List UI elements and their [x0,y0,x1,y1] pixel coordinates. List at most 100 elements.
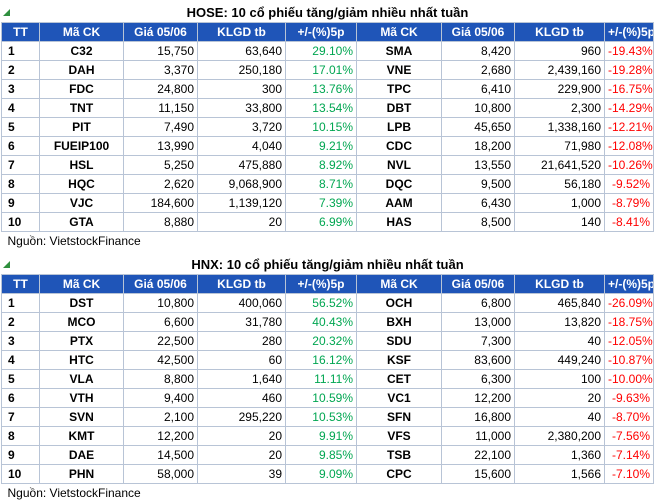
gain-price-cell: 10,800 [124,294,198,313]
rank-cell: 7 [2,156,40,175]
loss-price-cell: 6,410 [442,80,515,99]
loss-price-cell: 83,600 [442,351,515,370]
rank-cell: 6 [2,389,40,408]
gain-volume-cell: 63,640 [198,42,286,61]
loss-code-cell: HAS [357,213,442,232]
rank-cell: 3 [2,332,40,351]
hnx-title: HNX: 10 cổ phiếu tăng/giảm nhiều nhất tu… [0,256,655,274]
loss-price-cell: 10,800 [442,99,515,118]
corner-triangle-icon [3,9,10,16]
gain-pct-cell: 13.76% [286,80,357,99]
gain-pct-cell: 7.39% [286,194,357,213]
loss-volume-cell: 229,900 [515,80,605,99]
loss-price-cell: 12,200 [442,389,515,408]
gain-code-cell: PIT [40,118,124,137]
loss-code-cell: VFS [357,427,442,446]
loss-price-cell: 8,420 [442,42,515,61]
gain-volume-cell: 9,068,900 [198,175,286,194]
rank-cell: 9 [2,446,40,465]
hose-title: HOSE: 10 cổ phiếu tăng/giảm nhiều nhất t… [0,4,655,22]
gain-pct-cell: 9.85% [286,446,357,465]
loss-pct-cell: -12.21% [605,118,654,137]
loss-pct-cell: -10.87% [605,351,654,370]
gain-pct-cell: 8.92% [286,156,357,175]
gain-pct-cell: 29.10% [286,42,357,61]
loss-volume-cell: 1,338,160 [515,118,605,137]
header-gain-code: Mã CK [40,23,124,42]
corner-triangle-icon [3,261,10,268]
gain-volume-cell: 280 [198,332,286,351]
gain-pct-cell: 9.21% [286,137,357,156]
loss-code-cell: CDC [357,137,442,156]
loss-code-cell: CPC [357,465,442,484]
header-gain-code: Mã CK [40,275,124,294]
loss-price-cell: 9,500 [442,175,515,194]
hose-section: HOSE: 10 cổ phiếu tăng/giảm nhiều nhất t… [0,4,655,249]
loss-pct-cell: -19.43% [605,42,654,61]
gain-volume-cell: 20 [198,446,286,465]
gain-code-cell: HSL [40,156,124,175]
loss-price-cell: 18,200 [442,137,515,156]
header-loss-volume: KLGD tb [515,275,605,294]
loss-price-cell: 15,600 [442,465,515,484]
loss-price-cell: 16,800 [442,408,515,427]
loss-code-cell: SDU [357,332,442,351]
loss-code-cell: BXH [357,313,442,332]
gain-price-cell: 15,750 [124,42,198,61]
rank-cell: 1 [2,294,40,313]
gain-code-cell: C32 [40,42,124,61]
rank-cell: 7 [2,408,40,427]
gain-pct-cell: 6.99% [286,213,357,232]
gain-price-cell: 2,100 [124,408,198,427]
gain-code-cell: MCO [40,313,124,332]
gain-code-cell: DST [40,294,124,313]
gain-price-cell: 184,600 [124,194,198,213]
rank-cell: 4 [2,351,40,370]
loss-price-cell: 7,300 [442,332,515,351]
gain-price-cell: 24,800 [124,80,198,99]
gain-price-cell: 6,600 [124,313,198,332]
gain-volume-cell: 400,060 [198,294,286,313]
gain-code-cell: PTX [40,332,124,351]
header-loss-code: Mã CK [357,23,442,42]
gain-volume-cell: 39 [198,465,286,484]
rank-cell: 8 [2,427,40,446]
header-loss-pct: +/-(%)5p [605,275,654,294]
gain-volume-cell: 250,180 [198,61,286,80]
rank-cell: 5 [2,370,40,389]
header-gain-price: Giá 05/06 [124,23,198,42]
hnx-source: Nguồn: VietstockFinance [2,484,654,501]
loss-volume-cell: 40 [515,332,605,351]
loss-pct-cell: -7.14% [605,446,654,465]
loss-volume-cell: 56,180 [515,175,605,194]
header-loss-price: Giá 05/06 [442,23,515,42]
loss-code-cell: VNE [357,61,442,80]
loss-code-cell: DQC [357,175,442,194]
gain-volume-cell: 60 [198,351,286,370]
gain-code-cell: PHN [40,465,124,484]
loss-code-cell: DBT [357,99,442,118]
loss-code-cell: CET [357,370,442,389]
header-gain-pct: +/-(%)5p [286,275,357,294]
loss-volume-cell: 1,000 [515,194,605,213]
header-tt: TT [2,23,40,42]
gain-code-cell: KMT [40,427,124,446]
gain-price-cell: 3,370 [124,61,198,80]
loss-pct-cell: -9.63% [605,389,654,408]
gain-pct-cell: 17.01% [286,61,357,80]
gain-volume-cell: 295,220 [198,408,286,427]
gain-price-cell: 13,990 [124,137,198,156]
